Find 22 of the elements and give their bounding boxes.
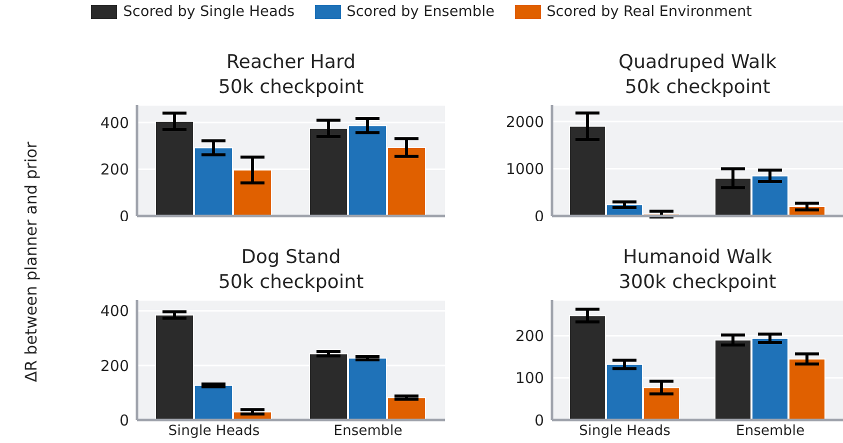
y-tick-label: 200 bbox=[100, 356, 129, 375]
y-tick-label: 1000 bbox=[506, 160, 544, 178]
chart-title: Quadruped Walk 50k checkpoint bbox=[618, 50, 778, 100]
y-tick-label: 2000 bbox=[506, 112, 544, 131]
y-tick-label: 200 bbox=[515, 327, 544, 346]
legend-label: Scored by Real Environment bbox=[546, 4, 752, 20]
y-tick-label: 0 bbox=[119, 411, 129, 430]
x-tick-label: Single Heads bbox=[168, 422, 260, 439]
legend-label: Scored by Single Heads bbox=[123, 4, 295, 20]
y-axis-title: ΔR between planner and prior bbox=[22, 142, 40, 382]
y-tick-label: 100 bbox=[515, 369, 544, 388]
y-tick-label: 200 bbox=[100, 160, 129, 179]
x-tick-label: Ensemble bbox=[736, 422, 805, 439]
x-tick-label: Single Heads bbox=[579, 422, 670, 439]
legend-label: Scored by Ensemble bbox=[346, 4, 495, 20]
y-tick-label: 400 bbox=[100, 114, 129, 132]
chart-title: Reacher Hard 50k checkpoint bbox=[217, 50, 365, 100]
y-tick-label: 400 bbox=[100, 302, 129, 320]
chart-title: Humanoid Walk 300k checkpoint bbox=[618, 245, 778, 295]
y-tick-label: 0 bbox=[534, 411, 544, 430]
chart-title: Dog Stand 50k checkpoint bbox=[217, 245, 365, 295]
x-tick-label: Ensemble bbox=[334, 422, 402, 439]
